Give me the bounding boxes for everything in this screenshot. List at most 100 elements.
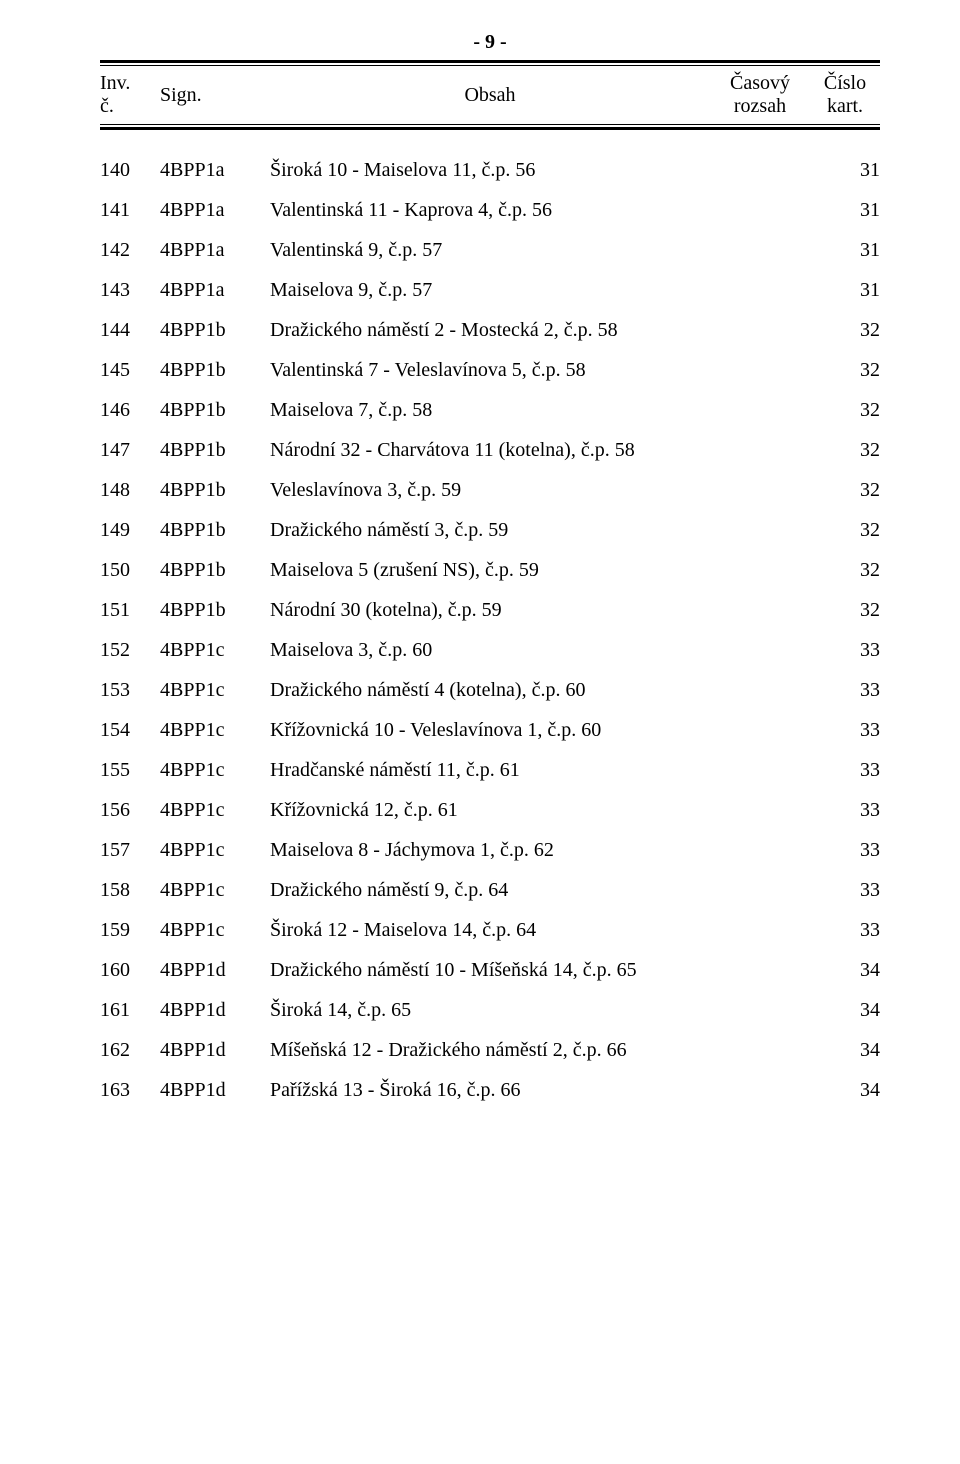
cell-cislo: 33 [820,742,880,782]
cell-sign: 4BPP1c [160,862,270,902]
cell-obsah: Maiselova 3, č.p. 60 [270,622,820,662]
cell-cislo: 34 [820,1022,880,1062]
cell-sign: 4BPP1c [160,622,270,662]
table-row: 1424BPP1aValentinská 9, č.p. 5731 [100,222,880,262]
table-row: 1454BPP1bValentinská 7 - Veleslavínova 5… [100,342,880,382]
cell-obsah: Veleslavínova 3, č.p. 59 [270,462,820,502]
cell-inv: 143 [100,262,160,302]
table-row: 1574BPP1cMaiselova 8 - Jáchymova 1, č.p.… [100,822,880,862]
cell-inv: 161 [100,982,160,1022]
cell-sign: 4BPP1c [160,742,270,782]
cell-cislo: 33 [820,822,880,862]
table-row: 1544BPP1cKřížovnická 10 - Veleslavínova … [100,702,880,742]
cell-sign: 4BPP1c [160,902,270,942]
cell-cislo: 33 [820,702,880,742]
header-casovy: Časový rozsah [710,72,810,118]
cell-cislo: 32 [820,422,880,462]
cell-cislo: 34 [820,982,880,1022]
table-row: 1464BPP1bMaiselova 7, č.p. 5832 [100,382,880,422]
cell-obsah: Dražického náměstí 10 - Míšeňská 14, č.p… [270,942,820,982]
cell-cislo: 34 [820,1062,880,1102]
cell-sign: 4BPP1d [160,982,270,1022]
cell-inv: 146 [100,382,160,422]
cell-cislo: 33 [820,622,880,662]
cell-cislo: 32 [820,582,880,622]
header-cislo-top: Číslo [810,72,880,95]
cell-cislo: 31 [820,182,880,222]
cell-inv: 160 [100,942,160,982]
cell-inv: 141 [100,182,160,222]
table-header: Inv. č. Sign. Obsah Časový rozsah Číslo … [100,60,880,130]
cell-sign: 4BPP1d [160,1022,270,1062]
cell-inv: 142 [100,222,160,262]
cell-sign: 4BPP1a [160,182,270,222]
cell-inv: 152 [100,622,160,662]
cell-cislo: 32 [820,342,880,382]
cell-obsah: Křížovnická 12, č.p. 61 [270,782,820,822]
cell-sign: 4BPP1b [160,342,270,382]
cell-obsah: Maiselova 8 - Jáchymova 1, č.p. 62 [270,822,820,862]
cell-obsah: Valentinská 11 - Kaprova 4, č.p. 56 [270,182,820,222]
table-row: 1604BPP1dDražického náměstí 10 - Míšeňsk… [100,942,880,982]
table-row: 1564BPP1cKřížovnická 12, č.p. 6133 [100,782,880,822]
table-row: 1514BPP1bNárodní 30 (kotelna), č.p. 5932 [100,582,880,622]
cell-sign: 4BPP1c [160,782,270,822]
cell-cislo: 33 [820,662,880,702]
cell-inv: 154 [100,702,160,742]
cell-cislo: 32 [820,542,880,582]
cell-obsah: Maiselova 5 (zrušení NS), č.p. 59 [270,542,820,582]
cell-sign: 4BPP1c [160,662,270,702]
table-row: 1434BPP1aMaiselova 9, č.p. 5731 [100,262,880,302]
cell-inv: 144 [100,302,160,342]
cell-inv: 153 [100,662,160,702]
table-row: 1534BPP1cDražického náměstí 4 (kotelna),… [100,662,880,702]
cell-obsah: Národní 32 - Charvátova 11 (kotelna), č.… [270,422,820,462]
inventory-table: 1404BPP1aŠiroká 10 - Maiselova 11, č.p. … [100,158,880,1102]
cell-obsah: Valentinská 9, č.p. 57 [270,222,820,262]
table-row: 1444BPP1bDražického náměstí 2 - Mostecká… [100,302,880,342]
table-row: 1614BPP1dŠiroká 14, č.p. 6534 [100,982,880,1022]
table-row: 1554BPP1cHradčanské náměstí 11, č.p. 613… [100,742,880,782]
cell-obsah: Valentinská 7 - Veleslavínova 5, č.p. 58 [270,342,820,382]
table-row: 1484BPP1bVeleslavínova 3, č.p. 5932 [100,462,880,502]
cell-sign: 4BPP1c [160,822,270,862]
cell-inv: 155 [100,742,160,782]
cell-sign: 4BPP1b [160,382,270,422]
cell-obsah: Dražického náměstí 9, č.p. 64 [270,862,820,902]
cell-cislo: 32 [820,302,880,342]
cell-obsah: Dražického náměstí 3, č.p. 59 [270,502,820,542]
table-row: 1584BPP1cDražického náměstí 9, č.p. 6433 [100,862,880,902]
cell-sign: 4BPP1a [160,158,270,182]
cell-inv: 158 [100,862,160,902]
cell-inv: 145 [100,342,160,382]
cell-sign: 4BPP1b [160,302,270,342]
cell-sign: 4BPP1b [160,462,270,502]
cell-cislo: 33 [820,902,880,942]
header-inv-bot: č. [100,95,160,118]
cell-sign: 4BPP1c [160,702,270,742]
cell-sign: 4BPP1b [160,542,270,582]
cell-cislo: 33 [820,782,880,822]
cell-cislo: 32 [820,382,880,422]
cell-obsah: Maiselova 7, č.p. 58 [270,382,820,422]
cell-cislo: 33 [820,862,880,902]
cell-inv: 147 [100,422,160,462]
cell-sign: 4BPP1d [160,1062,270,1102]
cell-obsah: Široká 10 - Maiselova 11, č.p. 56 [270,158,820,182]
cell-cislo: 32 [820,502,880,542]
cell-sign: 4BPP1d [160,942,270,982]
header-sign: Sign. [160,83,270,107]
cell-inv: 148 [100,462,160,502]
cell-obsah: Křížovnická 10 - Veleslavínova 1, č.p. 6… [270,702,820,742]
cell-obsah: Pařížská 13 - Široká 16, č.p. 66 [270,1062,820,1102]
cell-inv: 151 [100,582,160,622]
cell-inv: 156 [100,782,160,822]
cell-inv: 159 [100,902,160,942]
cell-cislo: 31 [820,262,880,302]
cell-cislo: 34 [820,942,880,982]
header-cislo: Číslo kart. [810,72,880,118]
cell-obsah: Míšeňská 12 - Dražického náměstí 2, č.p.… [270,1022,820,1062]
header-casovy-bot: rozsah [710,95,810,118]
header-obsah: Obsah [270,83,710,107]
cell-obsah: Široká 12 - Maiselova 14, č.p. 64 [270,902,820,942]
